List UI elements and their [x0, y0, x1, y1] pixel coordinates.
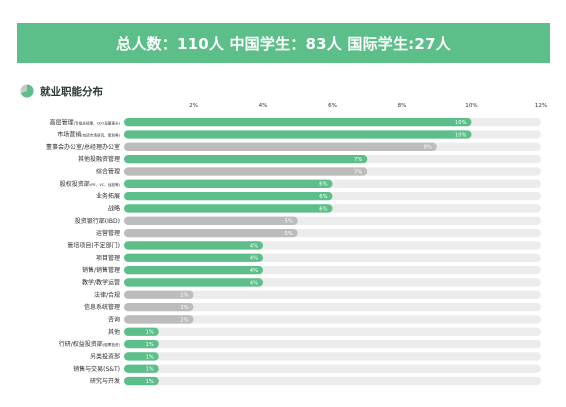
category-label: 投资银行部(IBD) — [75, 217, 120, 225]
bar — [124, 241, 263, 250]
bar-value-label: 7% — [354, 169, 362, 175]
bar — [124, 167, 368, 176]
bar-value-label: 4% — [250, 268, 258, 274]
bar — [124, 216, 298, 225]
category-label: 其他 — [108, 328, 120, 336]
bar — [124, 253, 263, 262]
category-label: 其他投融资管理 — [78, 155, 120, 163]
bar-value-label: 2% — [180, 293, 188, 299]
category-label: 董事会办公室/总经理办公室 — [46, 143, 120, 151]
x-tick-label: 4% — [259, 103, 268, 109]
category-label: 股权投资部(PE、VC、战投等) — [60, 180, 121, 188]
bar-value-label: 5% — [285, 231, 293, 237]
bar — [124, 204, 333, 213]
x-tick-label: 8% — [398, 103, 407, 109]
bar — [124, 290, 194, 299]
bar-track — [124, 364, 541, 373]
bar-value-label: 10% — [455, 132, 467, 138]
category-label: 研究与开发 — [90, 377, 120, 385]
bar-track — [124, 376, 541, 386]
x-tick-label: 6% — [328, 103, 337, 109]
summary-text: 总人数：110人 中国学生：83人 国际学生:27人 — [116, 34, 451, 53]
bar-value-label: 9% — [424, 145, 432, 151]
category-label: 销售与交易(S&T) — [73, 365, 120, 373]
category-label: 行研/权益投资部(股票投资) — [59, 340, 121, 348]
category-label: 教学/教学运营 — [82, 279, 120, 287]
category-label: 运营管理 — [96, 229, 120, 237]
bar-track — [124, 290, 541, 299]
category-label: 业务拓展 — [96, 192, 120, 200]
bar — [124, 142, 437, 151]
bar — [124, 315, 194, 324]
bar-value-label: 2% — [180, 317, 188, 323]
category-label: 咨询 — [108, 316, 120, 324]
x-tick-label: 10% — [465, 103, 477, 109]
bar-value-label: 1% — [146, 330, 154, 336]
bar-value-label: 1% — [146, 367, 154, 373]
bar — [124, 154, 368, 164]
bar-track — [124, 302, 541, 312]
x-tick-label: 2% — [189, 103, 198, 109]
bar-value-label: 4% — [250, 243, 258, 249]
category-label: 信息系统管理 — [84, 303, 120, 311]
bar — [124, 327, 159, 336]
bar-value-label: 5% — [285, 219, 293, 225]
bar-value-label: 1% — [146, 354, 154, 360]
category-label: 另类投资部 — [90, 353, 120, 361]
bar — [124, 265, 263, 275]
bar — [124, 191, 333, 201]
bar-value-label: 1% — [146, 342, 154, 348]
section-heading: 就业职能分布 — [20, 83, 103, 99]
category-label: 高层管理(专指总经理、CEO及董事长) — [50, 118, 121, 126]
bar — [124, 228, 298, 238]
pie-chart-icon — [20, 84, 34, 98]
bar — [124, 302, 194, 312]
bar — [124, 339, 159, 349]
bar — [124, 364, 159, 373]
category-label: 法律/合规 — [94, 291, 120, 299]
bar-value-label: 6% — [319, 194, 327, 200]
employment-function-bar-chart: 2% 4% 6% 8% 10% 12% 10% 高层管理(专指总经理、CEO及董事长) 10% 市… — [46, 103, 547, 386]
bar — [124, 118, 472, 127]
bar-value-label: 2% — [180, 305, 188, 311]
category-label: 销售/销售管理 — [82, 266, 120, 274]
category-label: 市场营销(包括市场研究、策划等) — [57, 131, 120, 139]
bar-value-label: 4% — [250, 256, 258, 262]
bar-track — [124, 327, 541, 336]
x-tick-label: 12% — [535, 103, 547, 109]
bar — [124, 352, 159, 361]
category-label: 项目管理 — [96, 254, 120, 262]
bar-value-label: 7% — [354, 157, 362, 163]
bar-track — [124, 352, 541, 361]
category-label: 战略 — [108, 205, 120, 213]
bar-value-label: 6% — [319, 206, 327, 212]
bar-value-label: 1% — [146, 379, 154, 385]
bar-track — [124, 315, 541, 324]
bar — [124, 278, 263, 287]
bar-value-label: 10% — [455, 120, 467, 126]
category-label: 综合管理 — [96, 168, 120, 176]
bar-track — [124, 339, 541, 349]
bar — [124, 179, 333, 188]
category-label: 管培项目(不定部门) — [67, 242, 120, 250]
bar-value-label: 6% — [319, 182, 327, 188]
summary-banner: 总人数：110人 中国学生：83人 国际学生:27人 — [17, 23, 550, 63]
bar — [124, 376, 159, 386]
bar — [124, 130, 472, 139]
bar-value-label: 4% — [250, 280, 258, 286]
section-title: 就业职能分布 — [40, 85, 103, 98]
